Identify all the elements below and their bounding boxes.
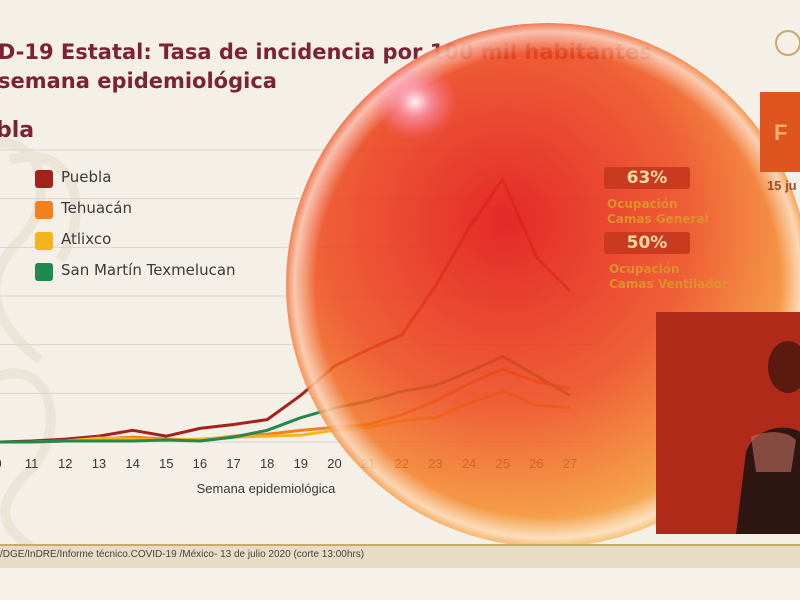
x-axis-ticks: 0 11 12 13 14 15 16 17 18 19 20 21 22 23 24 25 26 27 — [0, 456, 577, 471]
x-tick-label: 23 — [428, 456, 442, 471]
footer-source: /DGE/InDRE/Informe técnico.COVID-19 /Méx… — [0, 549, 365, 560]
kpi-ventilator-label-line1: Ocupación — [609, 262, 680, 276]
x-tick-label: 20 — [327, 456, 341, 471]
legend-label: Puebla — [61, 168, 112, 186]
legend-label: San Martín Texmelucan — [61, 261, 236, 279]
chart-title-line-2: semana epidemiológica — [0, 69, 277, 93]
kpi-general-value: 63% — [604, 167, 690, 189]
legend-label: Atlixco — [61, 230, 112, 248]
state-label: bla — [0, 118, 35, 143]
x-tick-label: 18 — [260, 456, 274, 471]
footer-divider — [0, 544, 800, 546]
kpi-ventilator-value: 50% — [604, 232, 690, 254]
legend-label: Tehuacán — [61, 199, 132, 217]
x-tick-label: 15 — [159, 456, 173, 471]
x-tick-label: 13 — [92, 456, 106, 471]
chart-lines — [0, 177, 572, 444]
side-date: 15 ju — [767, 178, 797, 193]
kpi-general-label-line1: Ocupación — [607, 197, 678, 211]
x-tick-label: 22 — [395, 456, 409, 471]
bottom-strip — [0, 568, 800, 600]
x-tick-label: 24 — [462, 456, 476, 471]
series-line-puebla — [0, 177, 572, 444]
x-tick-label: 27 — [563, 456, 577, 471]
x-tick-label: 16 — [193, 456, 207, 471]
series-line-atlixco — [0, 389, 571, 444]
x-tick-label: 19 — [294, 456, 308, 471]
kpi-general-label-line2: Camas General — [607, 212, 709, 226]
presenter-silhouette — [656, 312, 800, 534]
legend-swatch — [35, 263, 53, 281]
x-tick-label: 11 — [25, 456, 39, 471]
kpi-general-label: Ocupación Camas General — [607, 197, 709, 227]
x-axis-label: Semana epidemiológica — [197, 481, 337, 496]
legend-swatch — [35, 201, 53, 219]
kpi-ventilator-label: Ocupación Camas Ventilador — [609, 262, 728, 292]
kpi-ventilator-label-line2: Camas Ventilador — [609, 277, 728, 291]
x-tick-label: 21 — [361, 456, 375, 471]
legend-swatch — [35, 170, 53, 188]
x-tick-label: 26 — [529, 456, 543, 471]
side-panel-fragment: F — [760, 92, 800, 172]
x-tick-label: 17 — [226, 456, 240, 471]
x-tick-label: 12 — [58, 456, 72, 471]
legend-swatch — [35, 232, 53, 250]
presenter-video — [656, 312, 800, 534]
x-tick-label: 14 — [125, 456, 139, 471]
footer-bar — [0, 546, 800, 568]
x-tick-label: 0 — [0, 456, 2, 471]
x-tick-label: 25 — [495, 456, 509, 471]
